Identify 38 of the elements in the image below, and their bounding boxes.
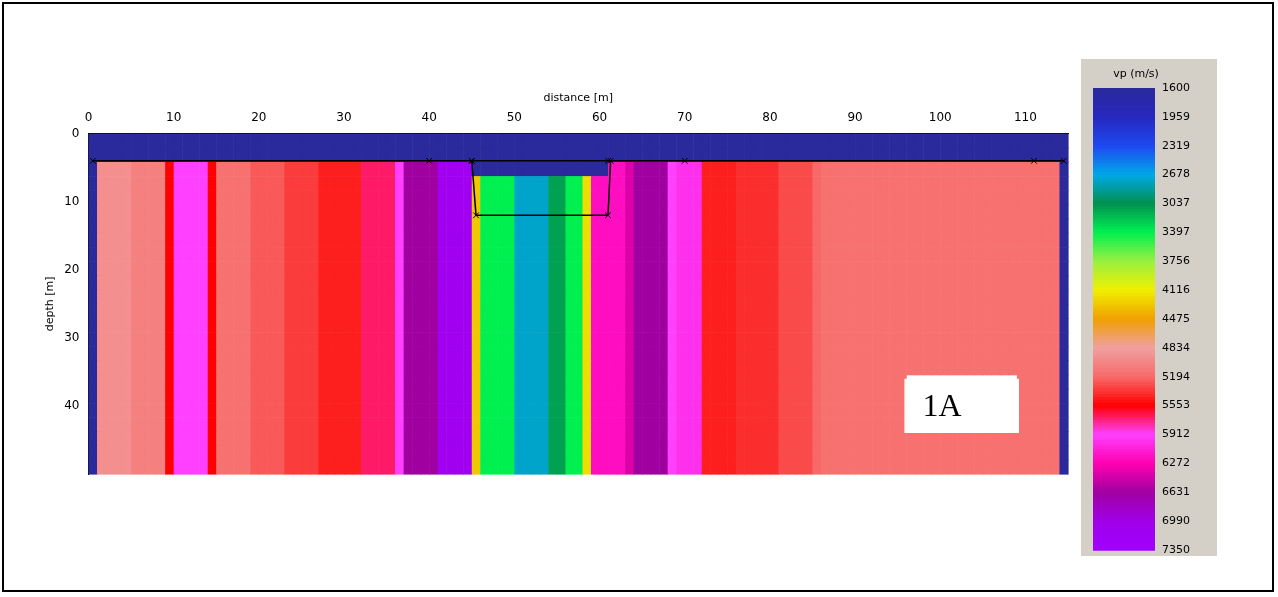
x-tick-label: 0 <box>84 109 93 124</box>
x-tick-label: 70 <box>677 109 693 124</box>
x-tick-label: 80 <box>762 109 778 124</box>
color-bar-label: 3397 <box>1162 225 1190 239</box>
color-bar-label: 4475 <box>1162 311 1190 325</box>
color-bar-label: 1959 <box>1162 109 1190 123</box>
color-bar-label: 5194 <box>1162 369 1190 383</box>
y-tick-label: 10 <box>64 193 80 208</box>
color-bar-label: 5912 <box>1162 427 1190 441</box>
y-tick-label: 30 <box>64 329 80 344</box>
color-bar-label: 7350 <box>1162 542 1190 556</box>
annotation: 1A <box>922 387 962 424</box>
color-bar-label: 2319 <box>1162 138 1190 152</box>
color-bar-label: 6272 <box>1162 456 1190 470</box>
x-tick-label: 50 <box>506 109 522 124</box>
x-tick-label: 40 <box>421 109 437 124</box>
x-tick-label: 100 <box>928 109 952 124</box>
x-tick-label: 110 <box>1013 109 1037 124</box>
y-tick-label: 0 <box>71 125 80 140</box>
color-bar-label: 1600 <box>1162 80 1190 94</box>
color-bar-title: vp (m/s) <box>1113 66 1159 80</box>
y-tick-label: 40 <box>64 398 80 413</box>
x-tick-label: 20 <box>251 109 267 124</box>
color-bar-label: 4116 <box>1162 283 1190 297</box>
y-tick-label: 20 <box>64 261 80 276</box>
color-bar-label: 3037 <box>1162 196 1190 210</box>
x-tick-label: 90 <box>847 109 863 124</box>
x-tick-label: 60 <box>591 109 608 124</box>
x-tick-label: 30 <box>336 109 352 124</box>
color-bar-label: 2678 <box>1162 167 1190 181</box>
color-bar-label: 5553 <box>1162 398 1190 412</box>
y-axis-title: depth [m] <box>43 276 57 332</box>
x-axis-title: distance [m] <box>543 91 613 105</box>
color-bar-label: 6990 <box>1162 513 1190 527</box>
color-bar-label: 3756 <box>1162 254 1190 268</box>
color-bar-label: 6631 <box>1162 485 1190 499</box>
color-bar-label: 4834 <box>1162 340 1190 354</box>
x-tick-label: 10 <box>166 109 182 124</box>
